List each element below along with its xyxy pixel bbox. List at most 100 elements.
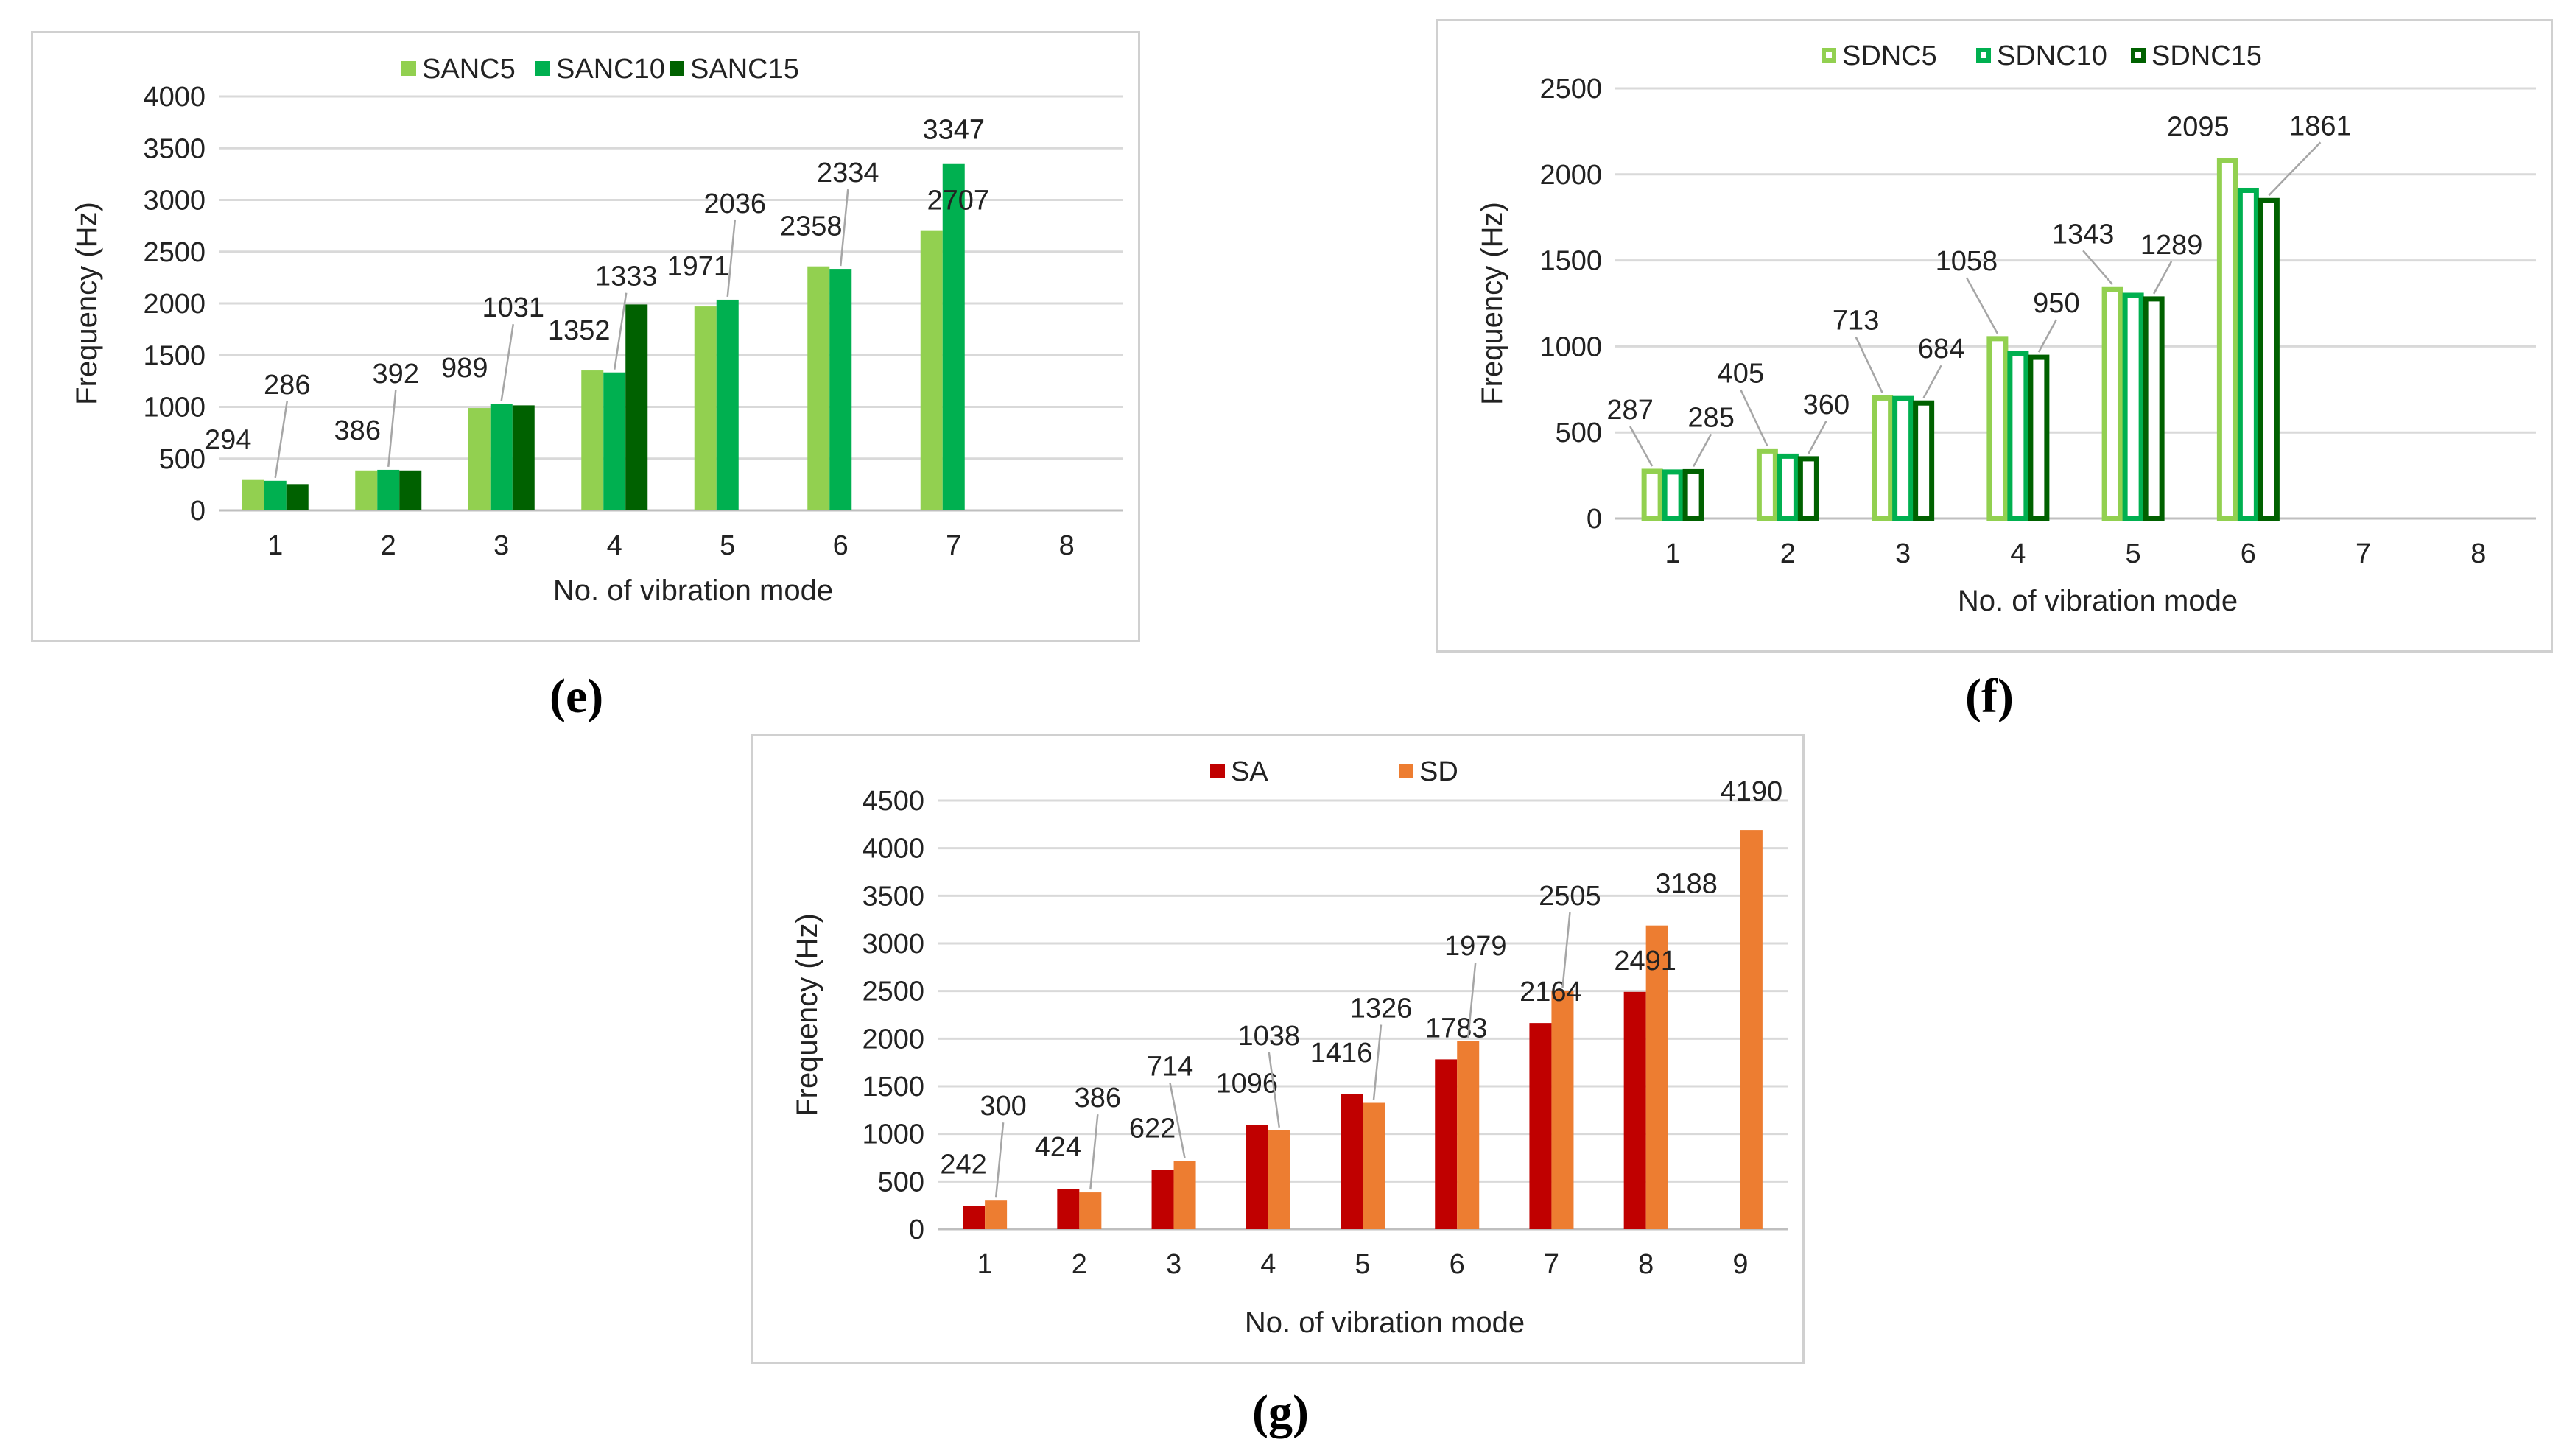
data-label: 1979 xyxy=(1444,931,1507,962)
y-tick-label: 1000 xyxy=(143,393,205,423)
bar-sanc15-4 xyxy=(625,304,648,510)
legend-swatch-sanc15 xyxy=(670,61,684,76)
bar-sanc10-6 xyxy=(829,269,852,510)
bar-sa-5 xyxy=(1341,1094,1363,1229)
chart-f: 0 500 1000 1500 2000 2500 1 2 3 4 5 6 7 8 287 285 405 360… xyxy=(1476,41,2536,617)
leader-line xyxy=(500,323,514,401)
data-label: 1416 xyxy=(1310,1038,1373,1069)
data-label: 285 xyxy=(1687,402,1734,433)
leader-line xyxy=(387,390,397,468)
data-label: 1352 xyxy=(548,315,611,346)
x-tick-label: 1 xyxy=(267,530,283,561)
chart-panel-g: 0 500 1000 1500 2000 2500 3000 3500 4000 4500 1 2 3 4… xyxy=(751,734,1805,1364)
y-tick-label: 2500 xyxy=(862,977,924,1007)
data-label: 286 xyxy=(264,370,310,401)
bar-sanc10-1 xyxy=(264,480,287,510)
bar-sa-6 xyxy=(1435,1059,1458,1229)
y-tick-label: 1000 xyxy=(862,1119,924,1150)
data-label: 424 xyxy=(1035,1132,1081,1163)
bar-sanc10-2 xyxy=(377,469,400,510)
y-tick-label: 0 xyxy=(190,496,205,527)
data-label: 386 xyxy=(1075,1083,1121,1114)
bar-sanc5-5 xyxy=(694,306,717,510)
leader-line xyxy=(1466,962,1477,1038)
bar-sdnc15-5 xyxy=(2143,296,2165,521)
y-axis-title: Frequency (Hz) xyxy=(71,202,103,405)
bar-sdnc15-6 xyxy=(2258,197,2280,521)
legend-label-sanc10: SANC10 xyxy=(556,54,665,85)
data-label: 1289 xyxy=(2140,230,2203,261)
data-label: 242 xyxy=(940,1150,986,1181)
y-tick-label: 3500 xyxy=(862,881,924,912)
data-label: 1783 xyxy=(1425,1013,1488,1044)
y-tick-label: 3000 xyxy=(862,929,924,960)
x-axis-title: No. of vibration mode xyxy=(1958,585,2238,617)
bar-sdnc5-1 xyxy=(1641,468,1663,521)
bar-sd-4 xyxy=(1268,1130,1290,1229)
bar-sanc15-2 xyxy=(399,470,422,510)
leader-line xyxy=(274,401,288,479)
leader-line xyxy=(1268,1052,1281,1128)
x-tick-label: 4 xyxy=(1260,1249,1276,1280)
data-label: 714 xyxy=(1147,1052,1193,1083)
x-tick-label: 1 xyxy=(977,1249,993,1280)
bar-sd-3 xyxy=(1173,1161,1196,1229)
data-label: 386 xyxy=(334,415,381,446)
chart-g: 0 500 1000 1500 2000 2500 3000 3500 4000 4500 1 2 3 4… xyxy=(791,756,1788,1339)
bar-sd-6 xyxy=(1457,1041,1480,1229)
data-label: 300 xyxy=(980,1091,1026,1122)
bar-sd-5 xyxy=(1363,1102,1385,1229)
legend-label-sa: SA xyxy=(1231,756,1268,787)
legend-swatch-sdnc5 xyxy=(1822,48,1836,63)
y-tick-label: 3500 xyxy=(143,133,205,164)
data-label: 1326 xyxy=(1350,993,1413,1024)
data-label: 2358 xyxy=(780,211,843,242)
bar-sdnc5-2 xyxy=(1756,448,1778,521)
bar-sd-8 xyxy=(1645,925,1668,1229)
bar-sanc5-4 xyxy=(581,370,604,510)
legend-label-sanc15: SANC15 xyxy=(690,54,799,85)
leader-line xyxy=(1693,433,1712,468)
bar-sa-1 xyxy=(963,1206,986,1229)
x-tick-label: 5 xyxy=(720,530,735,561)
data-label: 1096 xyxy=(1216,1068,1279,1099)
bar-sdnc10-1 xyxy=(1662,469,1684,521)
y-tick-label: 1500 xyxy=(143,340,205,371)
leader-line xyxy=(840,189,849,267)
leader-line xyxy=(2082,250,2114,286)
data-label: 2505 xyxy=(1539,881,1601,912)
y-tick-label: 2500 xyxy=(1539,74,1602,105)
bar-sdnc10-5 xyxy=(2122,292,2144,521)
bar-sanc10-3 xyxy=(490,404,513,510)
x-tick-label: 9 xyxy=(1732,1249,1748,1280)
bar-sanc5-7 xyxy=(920,230,943,510)
bar-sanc15-3 xyxy=(512,405,535,510)
leader-line xyxy=(994,1122,1005,1198)
y-tick-label: 4500 xyxy=(862,786,924,817)
bar-sa-4 xyxy=(1246,1125,1268,1229)
y-tick-label: 1000 xyxy=(1539,331,1602,362)
chart-panel-f: 0 500 1000 1500 2000 2500 1 2 3 4 5 6 7 8 287 285 405 360… xyxy=(1436,19,2553,653)
data-label: 287 xyxy=(1606,395,1653,426)
bar-sa-7 xyxy=(1529,1023,1552,1229)
x-axis-title: No. of vibration mode xyxy=(1245,1306,1525,1339)
bar-sdnc5-6 xyxy=(2216,158,2238,521)
leader-line xyxy=(2268,141,2322,197)
bar-sd-7 xyxy=(1551,991,1574,1229)
leader-line xyxy=(1922,365,1942,398)
bar-sdnc15-2 xyxy=(1797,456,1819,521)
leader-line xyxy=(1808,421,1827,454)
x-tick-label: 8 xyxy=(1638,1249,1654,1280)
leader-line xyxy=(1372,1024,1383,1100)
panel-label-e: (e) xyxy=(549,669,604,723)
leader-line xyxy=(2153,261,2173,295)
legend-swatch-sa xyxy=(1210,764,1225,778)
data-label: 2095 xyxy=(2167,112,2230,143)
data-label: 392 xyxy=(373,359,419,390)
bar-sd-1 xyxy=(985,1200,1008,1229)
legend-label-sdnc5: SDNC5 xyxy=(1842,41,1937,71)
chart-panel-e: 0 500 1000 1500 2000 2500 3000 3500 4000 1 2 3 4 5 6 7 8… xyxy=(31,31,1140,642)
legend-label-sdnc15: SDNC15 xyxy=(2151,41,2262,71)
data-label: 294 xyxy=(205,425,251,456)
y-tick-label: 500 xyxy=(878,1167,924,1197)
